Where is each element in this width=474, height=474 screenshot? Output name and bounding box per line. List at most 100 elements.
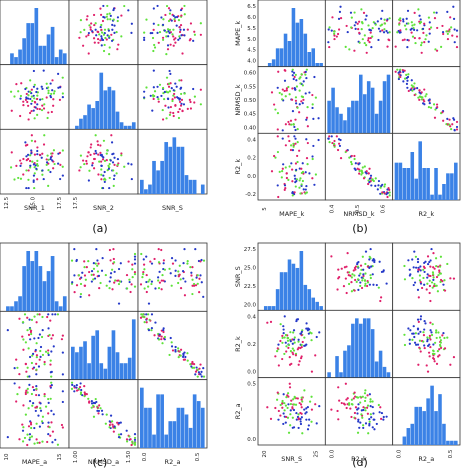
scatter-point bbox=[301, 179, 304, 183]
scatter-point bbox=[287, 120, 290, 124]
scatter-point bbox=[420, 44, 423, 47]
scatter-point bbox=[157, 248, 160, 251]
scatter-point bbox=[429, 338, 432, 341]
scatter-point bbox=[29, 421, 33, 424]
scatter-point bbox=[39, 409, 43, 412]
scatter-point bbox=[54, 313, 57, 316]
scatter-point bbox=[294, 118, 297, 121]
scatter-point bbox=[90, 399, 93, 403]
scatter-point bbox=[178, 26, 181, 29]
scatter-point bbox=[25, 169, 28, 172]
x-tick-label: 12.5 bbox=[4, 196, 10, 209]
scatter-point bbox=[428, 21, 431, 24]
hist-bar bbox=[438, 394, 442, 445]
scatter-point bbox=[374, 177, 377, 180]
scatter-point bbox=[333, 30, 336, 33]
scatter-point bbox=[338, 144, 342, 148]
scatter-point bbox=[446, 262, 449, 266]
scatter-point bbox=[54, 438, 57, 441]
scatter-point bbox=[33, 426, 36, 430]
scatter-point bbox=[195, 276, 198, 279]
scatter-point bbox=[161, 273, 164, 277]
hist-bar bbox=[362, 94, 367, 134]
scatter-point bbox=[21, 429, 25, 432]
scatter-point bbox=[446, 37, 450, 41]
scatter-point bbox=[403, 278, 407, 281]
scatter-point bbox=[75, 284, 79, 287]
scatter-point bbox=[285, 176, 288, 180]
scatter-point bbox=[289, 424, 292, 427]
scatter-point bbox=[294, 99, 298, 102]
scatter-point bbox=[112, 257, 115, 261]
scatter-point bbox=[111, 161, 115, 164]
cell-frame bbox=[68, 242, 139, 312]
scatter-point bbox=[436, 26, 439, 30]
scatter-point bbox=[103, 28, 107, 31]
scatter-point bbox=[418, 89, 421, 92]
scatter-point bbox=[368, 177, 371, 180]
scatter-point bbox=[29, 423, 33, 426]
scatter-point bbox=[143, 31, 146, 34]
scatter-point bbox=[380, 17, 383, 20]
scatter-point bbox=[34, 106, 37, 109]
scatter-point bbox=[289, 413, 292, 416]
scatter-point bbox=[409, 28, 412, 31]
scatter-point bbox=[418, 274, 422, 277]
scatter-point bbox=[328, 135, 331, 138]
scatter-point bbox=[305, 327, 308, 330]
scatter-point bbox=[168, 90, 172, 93]
scatter-point bbox=[428, 334, 432, 337]
hist-bar bbox=[291, 263, 296, 311]
scatter-point bbox=[92, 37, 96, 40]
scatter-point bbox=[53, 90, 56, 93]
scatter-point bbox=[354, 162, 357, 165]
scatter-point bbox=[38, 333, 41, 336]
scatter-point bbox=[386, 45, 389, 48]
scatter-point bbox=[305, 118, 308, 121]
scatter-point bbox=[47, 111, 50, 114]
scatter-point bbox=[33, 83, 36, 86]
scatter-point bbox=[167, 7, 171, 10]
scatter-point bbox=[300, 416, 303, 419]
scatter-point bbox=[305, 322, 308, 325]
scatter-point bbox=[113, 163, 116, 166]
scatter-point bbox=[296, 141, 299, 144]
scatter-point bbox=[291, 407, 294, 410]
scatter-point bbox=[158, 30, 162, 34]
scatter-point bbox=[298, 360, 301, 363]
scatter-point bbox=[172, 44, 175, 47]
hist-bar bbox=[438, 194, 442, 200]
hist-bar bbox=[46, 271, 51, 312]
cell-frame bbox=[392, 309, 461, 379]
scatter-point bbox=[47, 158, 50, 161]
scatter-point bbox=[168, 353, 171, 357]
scatter-point bbox=[109, 159, 112, 162]
scatter-point bbox=[301, 162, 304, 165]
scatter-point bbox=[297, 363, 300, 366]
hist-bar bbox=[196, 401, 201, 448]
hist-bar bbox=[347, 345, 351, 378]
scatter-point bbox=[296, 397, 299, 400]
scatter-point bbox=[308, 172, 311, 175]
scatter-point bbox=[414, 255, 417, 258]
hist-bar bbox=[200, 407, 205, 448]
scatter-point bbox=[363, 41, 366, 45]
scatter-point bbox=[30, 134, 33, 137]
hist-bar bbox=[180, 146, 185, 194]
scatter-point bbox=[427, 40, 430, 43]
scatter-point bbox=[379, 296, 383, 299]
scatter-point bbox=[189, 37, 192, 41]
scatter-point bbox=[346, 271, 349, 274]
scatter-point bbox=[21, 423, 24, 426]
scatter-point bbox=[120, 14, 123, 17]
scatter-point bbox=[418, 346, 421, 349]
scatter-point bbox=[289, 350, 293, 353]
scatter-point bbox=[426, 255, 430, 258]
scatter-point bbox=[449, 277, 452, 280]
scatter-point bbox=[432, 251, 435, 255]
scatter-point bbox=[168, 113, 172, 117]
scatter-point bbox=[133, 436, 137, 440]
scatter-point bbox=[430, 281, 434, 284]
cell-r2-c3 bbox=[137, 64, 208, 130]
scatter-point bbox=[104, 36, 107, 40]
